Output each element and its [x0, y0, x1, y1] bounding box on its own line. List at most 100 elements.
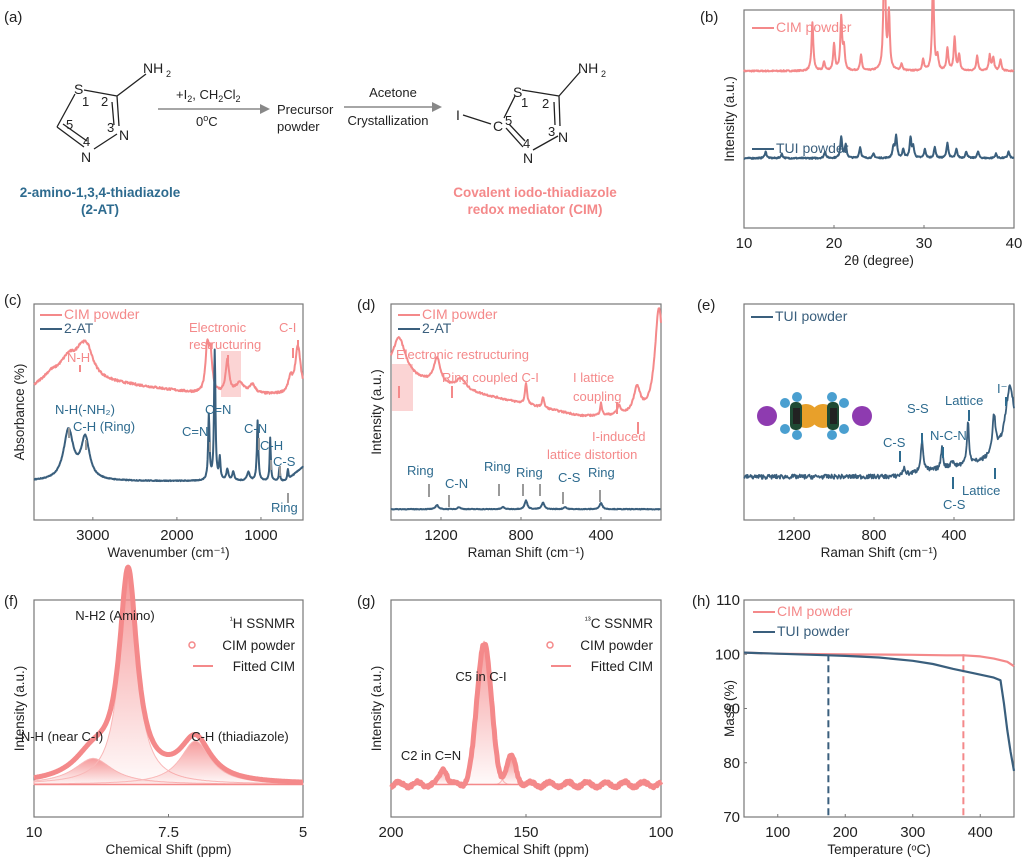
- x-axis-label: Raman Shift (cm⁻¹): [468, 545, 585, 560]
- series-line-fitted: [33, 566, 304, 783]
- panel-c: 3000 2000 1000 Wavenumber (cm⁻¹) Absorbance …: [4, 292, 304, 560]
- x-tick-label: 800: [861, 527, 886, 544]
- annotation: Electronic restructuring: [396, 347, 529, 362]
- x-tick-label: 150: [513, 824, 538, 841]
- annotation: Lattice: [945, 393, 983, 408]
- legend-2at: 2-AT: [64, 320, 94, 336]
- x-axis-label: Wavenumber (cm⁻¹): [107, 545, 229, 560]
- atom-number: 3: [548, 124, 555, 139]
- product-abbrev: redox mediator (CIM): [467, 202, 602, 217]
- legend-marker: [546, 641, 554, 649]
- panel-f: 10 7.5 5 Chemical Shift (ppm) Intensity (a.u…: [4, 564, 307, 857]
- hydrogen-atom: [827, 392, 837, 402]
- product-name: Covalent iodo-thiadiazole: [453, 185, 617, 200]
- panel-label: (h): [692, 593, 710, 610]
- hydrogen-atom: [839, 398, 849, 408]
- series-line-cim: [33, 338, 304, 395]
- atom-number: 2: [542, 96, 549, 111]
- annotation: C-N: [445, 476, 468, 491]
- annotation: C-S: [943, 497, 966, 512]
- condition-label: 0oC: [196, 113, 218, 129]
- annotation: C-S: [558, 470, 581, 485]
- reactant-name: 2-amino-1,3,4-thiadiazole: [20, 185, 181, 200]
- atom-number: 5: [505, 113, 512, 128]
- series-line-tui: [743, 384, 1015, 480]
- tui-molecule-illustration: [757, 392, 872, 440]
- panel-label: (f): [4, 593, 18, 610]
- x-axis-label: 2θ (degree): [844, 253, 914, 268]
- legend-label-cim-powder: CIM powder: [580, 638, 653, 653]
- annotation: C=N: [182, 424, 208, 439]
- atom-n: N: [81, 149, 91, 165]
- panel-g: 200 150 100 Chemical Shift (ppm) Intensity (…: [357, 593, 674, 857]
- y-tick-label: 110: [716, 592, 740, 609]
- series-line-2at: [390, 499, 661, 511]
- hydrogen-atom: [839, 424, 849, 434]
- y-tick-label: 90: [723, 701, 740, 718]
- atom-n: N: [523, 150, 533, 166]
- atom-number: 1: [82, 94, 89, 109]
- panel-b: 10 20 30 40 2θ (degree) Intensity (a.u.) (b) CI…: [700, 0, 1022, 268]
- annotation: restructuring: [189, 337, 261, 352]
- x-tick-label: 100: [648, 824, 673, 841]
- atom-number: 1: [521, 95, 528, 110]
- atom-nh2: NH: [143, 60, 163, 76]
- carbon-atom: [830, 408, 837, 424]
- legend-tui: TUI powder: [775, 308, 848, 324]
- component-label: N-H2 (Amino): [75, 608, 154, 623]
- axes-frame: [33, 303, 304, 521]
- x-tick-label: 7.5: [158, 824, 179, 841]
- atom-n: N: [119, 127, 129, 143]
- double-bond: [62, 101, 115, 142]
- atom-s: S: [74, 81, 83, 97]
- annotation: Ring: [271, 500, 298, 515]
- annotation: I⁻: [997, 381, 1007, 396]
- atom-number: 3: [107, 120, 114, 135]
- panel-h: 100 200 300 400 Temperature (ᵒC) Mass (%) (h) 7…: [692, 592, 1016, 857]
- component-label: N-H (near C-I): [21, 729, 103, 744]
- x-tick-label: 400: [588, 527, 613, 544]
- y-axis-label: Intensity (a.u.): [369, 666, 384, 752]
- legend-label-fitted: Fitted CIM: [591, 659, 653, 674]
- x-tick-label: 200: [833, 824, 858, 841]
- legend-cim: CIM powder: [777, 603, 853, 619]
- annotation: C-H: [260, 438, 283, 453]
- legend-label-fitted: Fitted CIM: [233, 659, 295, 674]
- axes-frame: [390, 303, 662, 521]
- x-tick-label: 2000: [160, 527, 193, 544]
- carbon-atom: [793, 408, 800, 424]
- x-tick-label: 400: [968, 824, 993, 841]
- legend-label-cim-powder: CIM powder: [222, 638, 295, 653]
- hydrogen-atom: [792, 430, 802, 440]
- annotation: Ring: [407, 463, 434, 478]
- component-label: C2 in C=N: [401, 748, 461, 763]
- panel-label: (d): [357, 297, 375, 314]
- iodine-atom: [757, 406, 777, 426]
- series-line-cim: [743, 0, 1015, 73]
- process-label: Crystallization: [348, 113, 429, 128]
- panel-label: (b): [700, 9, 718, 26]
- legend-cim: CIM powder: [422, 306, 498, 322]
- series-line-tui: [743, 133, 1015, 160]
- x-tick-label: 3000: [76, 527, 109, 544]
- component-label: C-H (thiadiazole): [191, 729, 289, 744]
- atom-number: 5: [66, 117, 73, 132]
- annotation: Lattice: [962, 483, 1000, 498]
- annotation: coupling: [573, 389, 621, 404]
- panel-label: (c): [4, 292, 22, 309]
- subscript: 2: [601, 69, 606, 79]
- bond: [56, 73, 147, 150]
- y-tick-label: 70: [723, 809, 740, 826]
- double-bond: [508, 101, 556, 142]
- annotation: lattice distortion: [547, 447, 637, 462]
- y-axis-label: Intensity (a.u.): [369, 369, 384, 455]
- x-axis-label: Chemical Shift (ppm): [463, 842, 589, 857]
- x-tick-label: 1200: [424, 527, 457, 544]
- x-axis-label: Chemical Shift (ppm): [105, 842, 231, 857]
- reagent-label: +I2, CH2Cl2: [176, 87, 241, 104]
- intermediate-label: powder: [277, 119, 320, 134]
- atom-n: N: [558, 129, 568, 145]
